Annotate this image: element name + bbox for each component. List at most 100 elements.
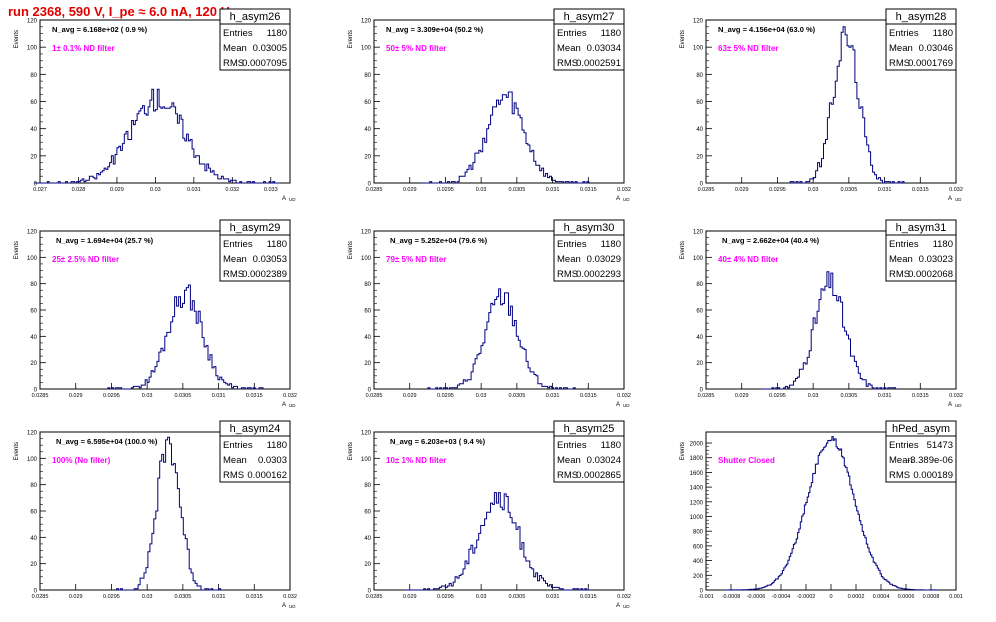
y-tick-label: 1600 [690, 471, 704, 477]
y-axis-label: Events [680, 442, 686, 460]
page-title: run 2368, 590 V, I_pe ≈ 6.0 nA, 120 Hz [8, 4, 237, 19]
x-axis-subscript: UD [623, 197, 630, 202]
x-axis-label: A [282, 196, 286, 202]
y-tick-label: 20 [696, 154, 703, 160]
histogram-series [116, 436, 222, 591]
stats-value: 0.03005 [253, 43, 287, 54]
stats-value: 1180 [601, 440, 621, 451]
histogram-series [107, 284, 264, 390]
y-tick-label: 80 [30, 483, 37, 489]
x-tick-label: 0.029 [403, 393, 417, 399]
histogram-series [34, 88, 281, 184]
x-tick-label: -0.001 [698, 594, 714, 600]
histogram-series [427, 288, 576, 390]
y-axis-label: Events [348, 241, 354, 259]
y-tick-label: 600 [693, 544, 704, 550]
stats-box [553, 420, 625, 483]
y-tick-label: 60 [696, 309, 703, 315]
n-avg-label: N_avg = 5.252e+04 (79.6 %) [390, 236, 488, 245]
y-tick-label: 100 [693, 256, 704, 262]
x-tick-label: 0.0305 [840, 187, 857, 193]
stats-value: 1180 [601, 239, 621, 250]
x-tick-label: 0.0004 [873, 594, 890, 600]
stats-label: Entries [557, 440, 587, 451]
stats-label: RMS [223, 470, 244, 481]
x-tick-label: 0.0315 [246, 594, 263, 600]
stats-label: Mean [557, 455, 581, 466]
n-avg-label: N_avg = 3.309e+04 (50.2 %) [386, 25, 484, 34]
x-tick-label: 0.031 [187, 187, 201, 193]
y-axis-label: Events [348, 30, 354, 48]
y-axis-label: Events [680, 241, 686, 259]
x-tick-label: 0.028 [72, 187, 86, 193]
y-tick-label: 120 [693, 230, 704, 236]
stats-value: 0.0002865 [576, 470, 621, 481]
y-tick-label: 120 [27, 19, 38, 25]
y-tick-label: 60 [30, 309, 37, 315]
x-axis-label: A [616, 402, 620, 408]
y-tick-label: 120 [361, 19, 372, 25]
x-axis-subscript: UD [955, 403, 962, 408]
stats-box [885, 420, 957, 483]
x-axis-label: A [948, 196, 952, 202]
stats-label: RMS [889, 58, 910, 69]
stats-label: Mean [889, 254, 913, 265]
n-avg-label: N_avg = 6.595e+04 (100.0 %) [56, 437, 158, 446]
x-axis-label: A [282, 603, 286, 609]
x-axis-label: A [616, 603, 620, 609]
y-tick-label: 1400 [690, 486, 704, 492]
y-tick-label: 0 [700, 182, 704, 188]
y-tick-label: 0 [700, 388, 704, 394]
histogram-series [762, 271, 898, 390]
y-tick-label: 80 [364, 73, 371, 79]
x-tick-label: 0.0305 [508, 187, 525, 193]
y-axis-label: Events [14, 241, 20, 259]
stats-value: 0.000189 [913, 470, 953, 481]
stats-value: 0.03046 [919, 43, 953, 54]
x-tick-label: 0.0315 [912, 393, 929, 399]
x-tick-label: 0.0285 [366, 393, 383, 399]
y-tick-label: 1800 [690, 456, 704, 462]
x-axis-subscript: UD [955, 197, 962, 202]
histogram-name: hPed_asym [892, 423, 950, 435]
stats-label: Entries [889, 239, 919, 250]
x-tick-label: -0.0002 [797, 594, 816, 600]
n-avg-label: N_avg = 6.203e+03 ( 9.4 %) [390, 437, 486, 446]
stats-value: 51473 [927, 440, 953, 451]
x-tick-label: 0.03 [142, 594, 153, 600]
stats-label: RMS [223, 58, 244, 69]
x-tick-label: 0.0305 [174, 393, 191, 399]
y-tick-label: 40 [364, 536, 371, 542]
x-tick-label: 0.031 [546, 187, 560, 193]
stats-value: 1180 [267, 28, 287, 39]
y-tick-label: 100 [27, 256, 38, 262]
stats-label: Mean [223, 254, 247, 265]
filter-note: 79± 5% ND filter [386, 255, 446, 264]
stats-label: Entries [223, 28, 253, 39]
x-tick-label: 0.0295 [769, 393, 786, 399]
histogram-name: h_asym29 [230, 222, 281, 234]
stats-label: Entries [223, 440, 253, 451]
y-tick-label: 0 [34, 589, 38, 595]
x-tick-label: -0.0006 [747, 594, 766, 600]
stats-label: Mean [889, 455, 913, 466]
x-tick-label: 0.031 [546, 594, 560, 600]
y-axis-label: Events [348, 442, 354, 460]
y-tick-label: 40 [364, 335, 371, 341]
x-tick-label: 0.0285 [32, 594, 49, 600]
histogram-name: h_asym24 [230, 423, 281, 435]
stats-value: 1180 [267, 440, 287, 451]
stats-box [885, 219, 957, 282]
stats-value: 0.03023 [919, 254, 953, 265]
x-tick-label: -0.0008 [722, 594, 741, 600]
y-tick-label: 100 [27, 46, 38, 52]
stats-label: Mean [557, 43, 581, 54]
stats-label: RMS [557, 269, 578, 280]
y-axis-label: Events [680, 30, 686, 48]
y-tick-label: 0 [368, 182, 372, 188]
stats-value: 0.0002389 [242, 269, 287, 280]
y-tick-label: 120 [27, 431, 38, 437]
x-tick-label: 0.029 [69, 393, 83, 399]
filter-note: 100% (No filter) [52, 456, 111, 465]
